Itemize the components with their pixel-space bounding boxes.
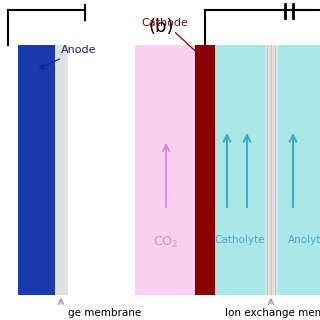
Text: (b): (b) <box>148 18 174 36</box>
Text: Anode: Anode <box>40 45 97 68</box>
Bar <box>215 45 265 295</box>
Text: ge membrane: ge membrane <box>68 308 141 318</box>
Text: Anolyte: Anolyte <box>288 235 320 245</box>
Text: CO$_2$: CO$_2$ <box>153 235 179 250</box>
Bar <box>265 45 278 295</box>
Bar <box>195 45 215 295</box>
Text: Catholyte: Catholyte <box>215 235 265 245</box>
Bar <box>55 45 68 295</box>
Bar <box>18 45 55 295</box>
Bar <box>278 45 320 295</box>
Text: Ion exchange mem: Ion exchange mem <box>225 308 320 318</box>
Bar <box>135 45 197 295</box>
Text: Cathode: Cathode <box>141 18 202 57</box>
